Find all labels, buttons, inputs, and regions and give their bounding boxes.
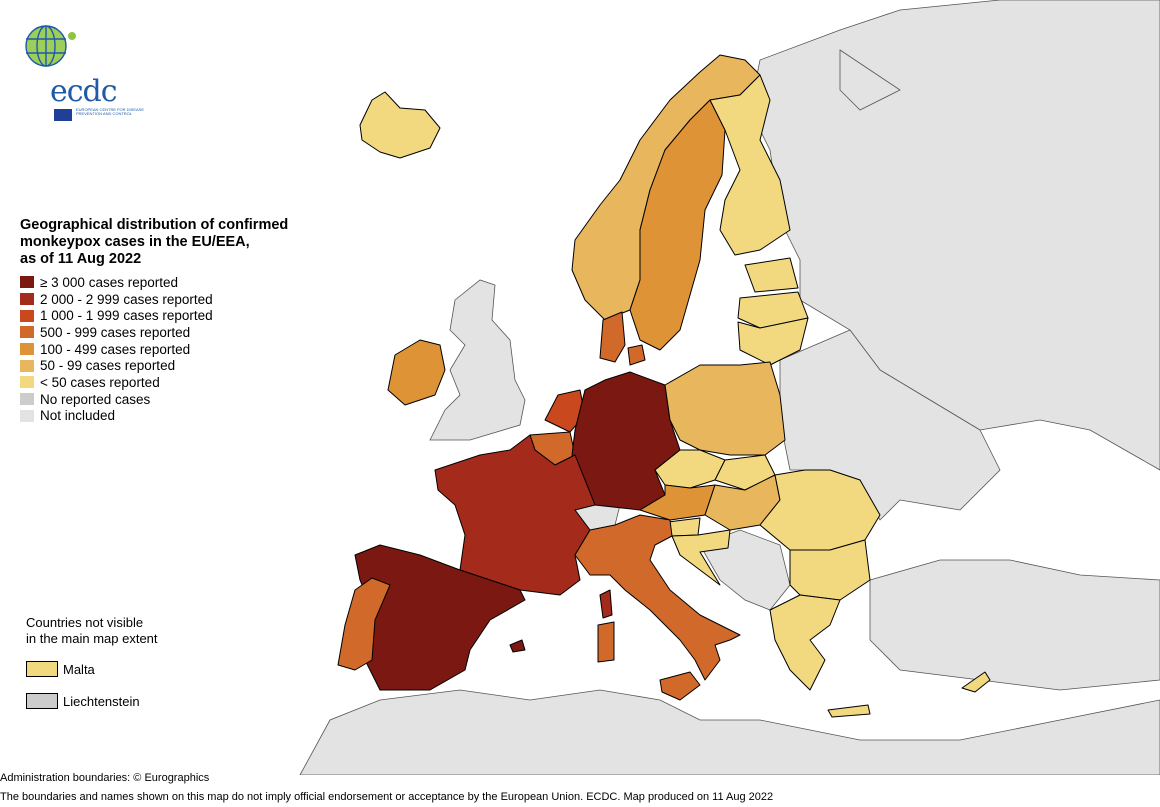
- region-slovakia: [714, 454, 776, 491]
- inset-legend: Countries not visible in the main map ex…: [26, 615, 158, 709]
- legend-title-line: monkeypox cases in the EU/EEA,: [20, 234, 250, 250]
- region-finland: [709, 74, 791, 256]
- region-lithuania: [737, 317, 809, 366]
- legend-label: ≥ 3 000 cases reported: [40, 274, 178, 290]
- region-corsica: [599, 589, 613, 619]
- region-crete: [827, 704, 871, 718]
- legend-item: 50 - 99 cases reported: [20, 357, 340, 374]
- region-uk: [429, 279, 526, 441]
- inset-label: Malta: [63, 661, 95, 677]
- legend-item: 500 - 999 cases reported: [20, 324, 340, 341]
- legend-item: Not included: [20, 408, 340, 425]
- footer-credits: Administration boundaries: © Eurographic…: [0, 772, 210, 784]
- legend-item: 2 000 - 2 999 cases reported: [20, 291, 340, 308]
- legend-item: No reported cases: [20, 391, 340, 408]
- legend-swatch: [20, 343, 34, 356]
- legend-swatch: [20, 359, 34, 372]
- region-iceland: [359, 91, 441, 159]
- region-cyprus: [961, 671, 991, 693]
- region-slovenia: [667, 517, 701, 537]
- legend-title-line: Geographical distribution of confirmed: [20, 217, 289, 233]
- europe-map: [299, 0, 1160, 775]
- inset-label: Liechtenstein: [63, 693, 140, 709]
- region-estonia: [744, 257, 799, 293]
- legend-label: 500 - 999 cases reported: [40, 324, 191, 340]
- legend-swatch: [20, 293, 34, 306]
- region-sardinia: [597, 621, 615, 663]
- inset-title-line: in the main map extent: [26, 631, 158, 646]
- region-bulgaria: [789, 539, 871, 601]
- region-sicily: [659, 671, 701, 701]
- region-croatia: [671, 529, 731, 586]
- legend-label: < 50 cases reported: [40, 374, 160, 390]
- region-balearic: [509, 639, 526, 653]
- inset-item: Malta: [26, 661, 158, 677]
- legend-swatch: [20, 276, 34, 289]
- region-balkans: [699, 529, 791, 611]
- region-italy: [574, 514, 741, 681]
- ecdc-logo: ecdc EUROPEAN CENTRE FOR DISEASE PREVENT…: [18, 22, 144, 121]
- region-denmark: [599, 311, 626, 363]
- map-legend: Geographical distribution of confirmed m…: [20, 217, 340, 424]
- legend-label: 2 000 - 2 999 cases reported: [40, 291, 213, 307]
- region-turkey: [869, 559, 1160, 691]
- region-greece: [769, 594, 841, 691]
- logo-wordmark: ecdc: [50, 74, 118, 109]
- globe-icon: [25, 25, 76, 67]
- legend-label: 1 000 - 1 999 cases reported: [40, 308, 213, 324]
- inset-item: Liechtenstein: [26, 693, 158, 709]
- legend-swatch: [20, 326, 34, 339]
- region-portugal: [337, 577, 391, 671]
- region-denmark-islands: [627, 344, 646, 366]
- eu-flag-icon: [54, 109, 72, 121]
- legend-label: 50 - 99 cases reported: [40, 358, 176, 374]
- region-belarus-ukraine: [779, 329, 1001, 521]
- region-austria: [639, 484, 716, 521]
- region-poland: [664, 361, 786, 456]
- legend-label: No reported cases: [40, 391, 151, 407]
- region-norway-north: [839, 49, 901, 111]
- legend-item: 100 - 499 cases reported: [20, 341, 340, 358]
- legend-label: Not included: [40, 408, 116, 424]
- inset-title-line: Countries not visible: [26, 615, 144, 630]
- legend-title-line: as of 11 Aug 2022: [20, 251, 142, 267]
- legend-title: Geographical distribution of confirmed m…: [20, 217, 340, 268]
- legend-swatch: [20, 376, 34, 389]
- region-ireland: [387, 339, 446, 406]
- legend-item: ≥ 3 000 cases reported: [20, 274, 340, 291]
- inset-title: Countries not visible in the main map ex…: [26, 615, 158, 647]
- footer-disclaimer: The boundaries and names shown on this m…: [0, 791, 774, 803]
- legend-item: < 50 cases reported: [20, 374, 340, 391]
- legend-swatch: [20, 393, 34, 406]
- inset-swatch: [26, 661, 58, 677]
- legend-item: 1 000 - 1 999 cases reported: [20, 307, 340, 324]
- legend-swatch: [20, 309, 34, 322]
- region-north-africa: [299, 689, 1160, 775]
- legend-label: 100 - 499 cases reported: [40, 341, 191, 357]
- legend-swatch: [20, 409, 34, 422]
- inset-swatch: [26, 693, 58, 709]
- logo-subtitle: EUROPEAN CENTRE FOR DISEASE PREVENTION A…: [76, 107, 145, 116]
